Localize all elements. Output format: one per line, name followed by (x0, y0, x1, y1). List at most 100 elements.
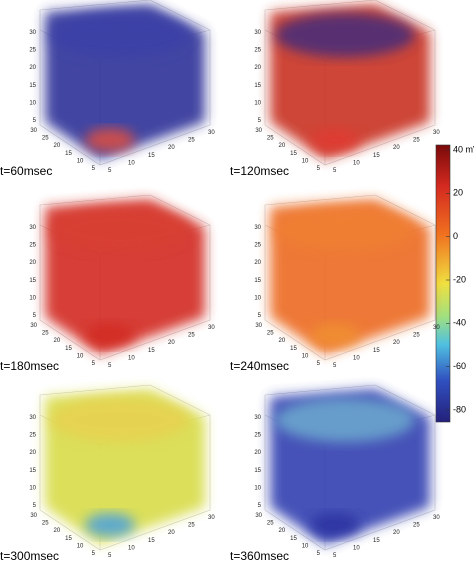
panel: 5 5 5 10 10 10 15 15 15 20 20 20 25 25 25 30 30 30 t=240ms… (230, 194, 440, 373)
z-tick-label: 5 (258, 118, 262, 124)
z-tick-label: 10 (254, 485, 261, 491)
x-tick-label: 15 (65, 346, 72, 352)
volume-spot (310, 128, 360, 152)
y-tick-label: 5 (333, 363, 337, 369)
cube-wall (39, 384, 211, 551)
x-tick-label: 20 (54, 338, 61, 344)
z-tick-label: 30 (29, 225, 36, 231)
z-tick-label: 20 (29, 450, 36, 456)
x-tick-label: 25 (267, 521, 274, 527)
z-tick-label: 15 (29, 83, 36, 89)
z-tick-label: 15 (254, 468, 261, 474)
panel-label: t=240msec (230, 359, 289, 373)
z-tick-label: 10 (29, 295, 36, 301)
cube-wall (264, 384, 436, 551)
y-tick-label: 10 (353, 160, 360, 166)
z-tick-label: 5 (33, 118, 37, 124)
x-tick-label: 15 (65, 151, 72, 157)
x-tick-label: 10 (302, 543, 309, 549)
z-tick-label: 10 (29, 100, 36, 106)
panel: 5 5 5 10 10 10 15 15 15 20 20 20 25 25 25 30 30 30 t=60mse… (0, 0, 215, 178)
x-tick-label: 5 (92, 551, 96, 557)
x-tick-label: 30 (255, 513, 262, 519)
z-tick-label: 25 (254, 243, 261, 249)
x-tick-label: 30 (30, 128, 37, 134)
cube-wall (264, 0, 436, 166)
x-tick-label: 25 (42, 136, 49, 142)
z-tick-label: 25 (29, 433, 36, 439)
z-tick-label: 30 (254, 415, 261, 421)
y-tick-label: 25 (413, 523, 420, 529)
z-tick-label: 20 (254, 65, 261, 71)
y-tick-label: 5 (108, 363, 112, 369)
z-tick-label: 5 (258, 503, 262, 509)
x-tick-label: 30 (30, 513, 37, 519)
z-tick-label: 30 (254, 30, 261, 36)
y-tick-label: 15 (148, 538, 155, 544)
panel: 5 5 5 10 10 10 15 15 15 20 20 20 25 25 25 30 30 30 t=300ms… (0, 384, 215, 563)
x-tick-label: 10 (77, 543, 84, 549)
volume-spot (310, 513, 360, 537)
volume-top (275, 398, 415, 442)
z-tick-label: 30 (29, 415, 36, 421)
z-tick-label: 15 (29, 278, 36, 284)
x-tick-label: 30 (255, 128, 262, 134)
z-tick-label: 25 (29, 48, 36, 54)
y-tick-label: 15 (373, 538, 380, 544)
x-tick-label: 10 (77, 353, 84, 359)
colorbar-tick-label: 40 mV (453, 144, 474, 154)
x-tick-label: 5 (317, 166, 321, 172)
volume-top (50, 208, 190, 252)
x-tick-label: 25 (267, 136, 274, 142)
z-tick-label: 20 (29, 260, 36, 266)
y-tick-label: 20 (168, 340, 175, 346)
x-tick-label: 20 (279, 338, 286, 344)
x-tick-label: 10 (77, 158, 84, 164)
y-tick-label: 20 (393, 530, 400, 536)
volume-spot (85, 128, 135, 152)
z-tick-label: 25 (254, 48, 261, 54)
x-tick-label: 25 (42, 331, 49, 337)
panel: 5 5 5 10 10 10 15 15 15 20 20 20 25 25 25 30 30 30 t=180ms… (0, 194, 215, 373)
x-tick-label: 20 (279, 528, 286, 534)
x-tick-label: 20 (54, 528, 61, 534)
y-tick-label: 10 (128, 355, 135, 361)
panel-label: t=180msec (0, 359, 59, 373)
volume-top (50, 13, 190, 57)
cube-wall (39, 0, 211, 166)
y-tick-label: 30 (433, 515, 440, 521)
y-tick-label: 20 (168, 530, 175, 536)
volume-spot (85, 323, 135, 347)
z-tick-label: 25 (254, 433, 261, 439)
y-tick-label: 25 (413, 138, 420, 144)
y-tick-label: 10 (128, 160, 135, 166)
colorbar-tick-label: -60 (453, 361, 466, 371)
y-tick-label: 5 (108, 168, 112, 174)
colorbar-tick-label: 20 (453, 188, 463, 198)
z-tick-label: 30 (254, 225, 261, 231)
y-tick-label: 10 (128, 545, 135, 551)
panel-label: t=120msec (230, 164, 289, 178)
panel-label: t=300msec (0, 549, 59, 563)
x-tick-label: 30 (255, 323, 262, 329)
x-tick-label: 15 (290, 346, 297, 352)
x-tick-label: 5 (92, 166, 96, 172)
volume-top (50, 398, 190, 442)
x-tick-label: 5 (317, 551, 321, 557)
colorbar-tick-label: -80 (453, 404, 466, 414)
volume-top (275, 13, 415, 57)
z-tick-label: 15 (29, 468, 36, 474)
x-tick-label: 5 (92, 361, 96, 367)
y-tick-label: 25 (413, 333, 420, 339)
z-tick-label: 20 (254, 450, 261, 456)
y-tick-label: 20 (168, 145, 175, 151)
colorbar-tick-label: -20 (453, 274, 466, 284)
colorbar-tick-label: 0 (453, 231, 458, 241)
x-tick-label: 25 (42, 521, 49, 527)
z-tick-label: 10 (254, 295, 261, 301)
z-tick-label: 5 (33, 313, 37, 319)
y-tick-label: 15 (148, 348, 155, 354)
x-tick-label: 25 (267, 331, 274, 337)
y-tick-label: 30 (433, 130, 440, 136)
